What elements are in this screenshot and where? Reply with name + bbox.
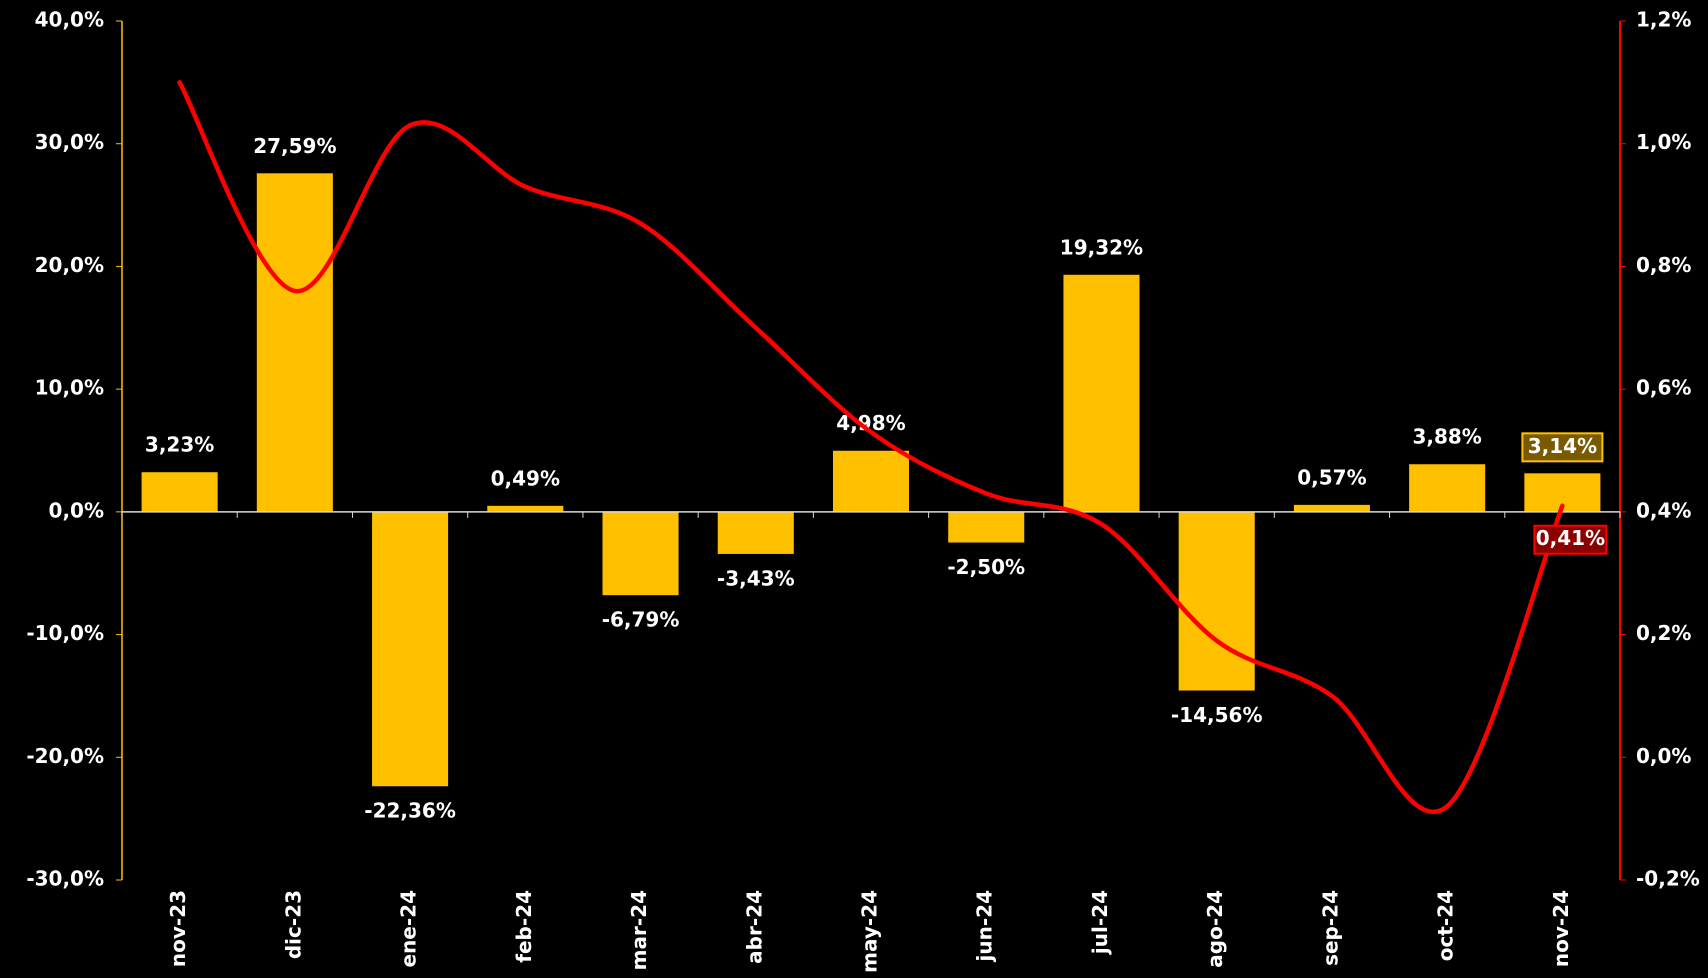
x-label-group: oct-24 bbox=[1434, 890, 1458, 961]
bar bbox=[1063, 274, 1140, 512]
bar bbox=[487, 505, 564, 512]
bar bbox=[1293, 504, 1370, 512]
bar bbox=[832, 450, 910, 512]
x-label-group: jul-24 bbox=[1088, 890, 1112, 955]
x-tick-label: sep-24 bbox=[1318, 890, 1342, 966]
y-tick-label: -20,0% bbox=[26, 744, 104, 768]
bar bbox=[602, 511, 679, 596]
line bbox=[177, 80, 1565, 815]
y2-tick-label: 0,6% bbox=[1636, 376, 1691, 400]
bar-value-label: -6,79% bbox=[602, 608, 680, 632]
bar bbox=[948, 511, 1025, 543]
x-tick-label: ago-24 bbox=[1203, 890, 1227, 968]
x-tick-label: feb-24 bbox=[512, 890, 536, 963]
x-tick-label: jul-24 bbox=[1088, 890, 1112, 955]
x-label-group: feb-24 bbox=[512, 890, 536, 963]
bar-value-label: -14,56% bbox=[1171, 703, 1263, 727]
label-box bbox=[1533, 524, 1608, 555]
y2-tick-label: 0,2% bbox=[1636, 621, 1691, 645]
x-label-group: nov-24 bbox=[1549, 890, 1573, 967]
y-tick-label: 0,0% bbox=[49, 498, 104, 522]
y2-tick-label: 1,0% bbox=[1636, 130, 1691, 154]
bar-value-label: 0,49% bbox=[491, 466, 560, 490]
y-tick-label: 10,0% bbox=[35, 376, 104, 400]
y-tick-label: -10,0% bbox=[26, 621, 104, 645]
bar bbox=[717, 511, 794, 554]
x-tick-label: nov-24 bbox=[1549, 890, 1573, 967]
bar-value-label: 19,32% bbox=[1060, 235, 1143, 259]
label-box bbox=[1521, 432, 1604, 463]
y-tick-label: -30,0% bbox=[26, 867, 104, 891]
bar bbox=[372, 511, 449, 787]
bar bbox=[256, 173, 333, 512]
line-value-label: 0,41% bbox=[1536, 526, 1605, 550]
bar-value-label: 3,23% bbox=[145, 433, 214, 457]
x-label-group: dic-23 bbox=[281, 890, 305, 959]
y2-tick-label: 0,8% bbox=[1636, 253, 1691, 277]
bar bbox=[1409, 464, 1486, 512]
y-tick-label: 30,0% bbox=[35, 130, 104, 154]
x-tick-label: nov-23 bbox=[166, 890, 190, 967]
bar bbox=[141, 472, 218, 512]
x-tick-label: ene-24 bbox=[397, 890, 421, 968]
y2-tick-label: 0,0% bbox=[1636, 744, 1691, 768]
x-tick-label: oct-24 bbox=[1434, 890, 1458, 961]
bar-value-label: -22,36% bbox=[364, 799, 456, 823]
x-label-group: may-24 bbox=[858, 890, 882, 973]
y2-tick-label: 0,4% bbox=[1636, 498, 1691, 522]
bar-value-label: 3,88% bbox=[1412, 425, 1481, 449]
y2-tick-label: 1,2% bbox=[1636, 8, 1691, 32]
x-label-group: abr-24 bbox=[742, 890, 766, 964]
x-label-group: ene-24 bbox=[397, 890, 421, 968]
bar-value-label: 0,57% bbox=[1297, 465, 1366, 489]
bar-value-label: 27,59% bbox=[253, 134, 336, 158]
bar-value-label: 3,14% bbox=[1528, 434, 1597, 458]
x-tick-label: mar-24 bbox=[627, 890, 651, 970]
y-tick-label: 20,0% bbox=[35, 253, 104, 277]
x-label-group: mar-24 bbox=[627, 890, 651, 970]
bar-value-label: -2,50% bbox=[947, 555, 1025, 579]
x-tick-label: jun-24 bbox=[973, 890, 997, 962]
bar-value-label: -3,43% bbox=[717, 566, 795, 590]
bar bbox=[1178, 511, 1255, 691]
y2-tick-label: -0,2% bbox=[1636, 867, 1700, 891]
y-tick-label: 40,0% bbox=[35, 8, 104, 32]
x-tick-label: abr-24 bbox=[742, 890, 766, 964]
x-tick-label: may-24 bbox=[858, 890, 882, 973]
x-label-group: nov-23 bbox=[166, 890, 190, 967]
x-label-group: jun-24 bbox=[973, 890, 997, 962]
x-label-group: sep-24 bbox=[1318, 890, 1342, 966]
x-tick-label: dic-23 bbox=[281, 890, 305, 959]
x-label-group: ago-24 bbox=[1203, 890, 1227, 968]
